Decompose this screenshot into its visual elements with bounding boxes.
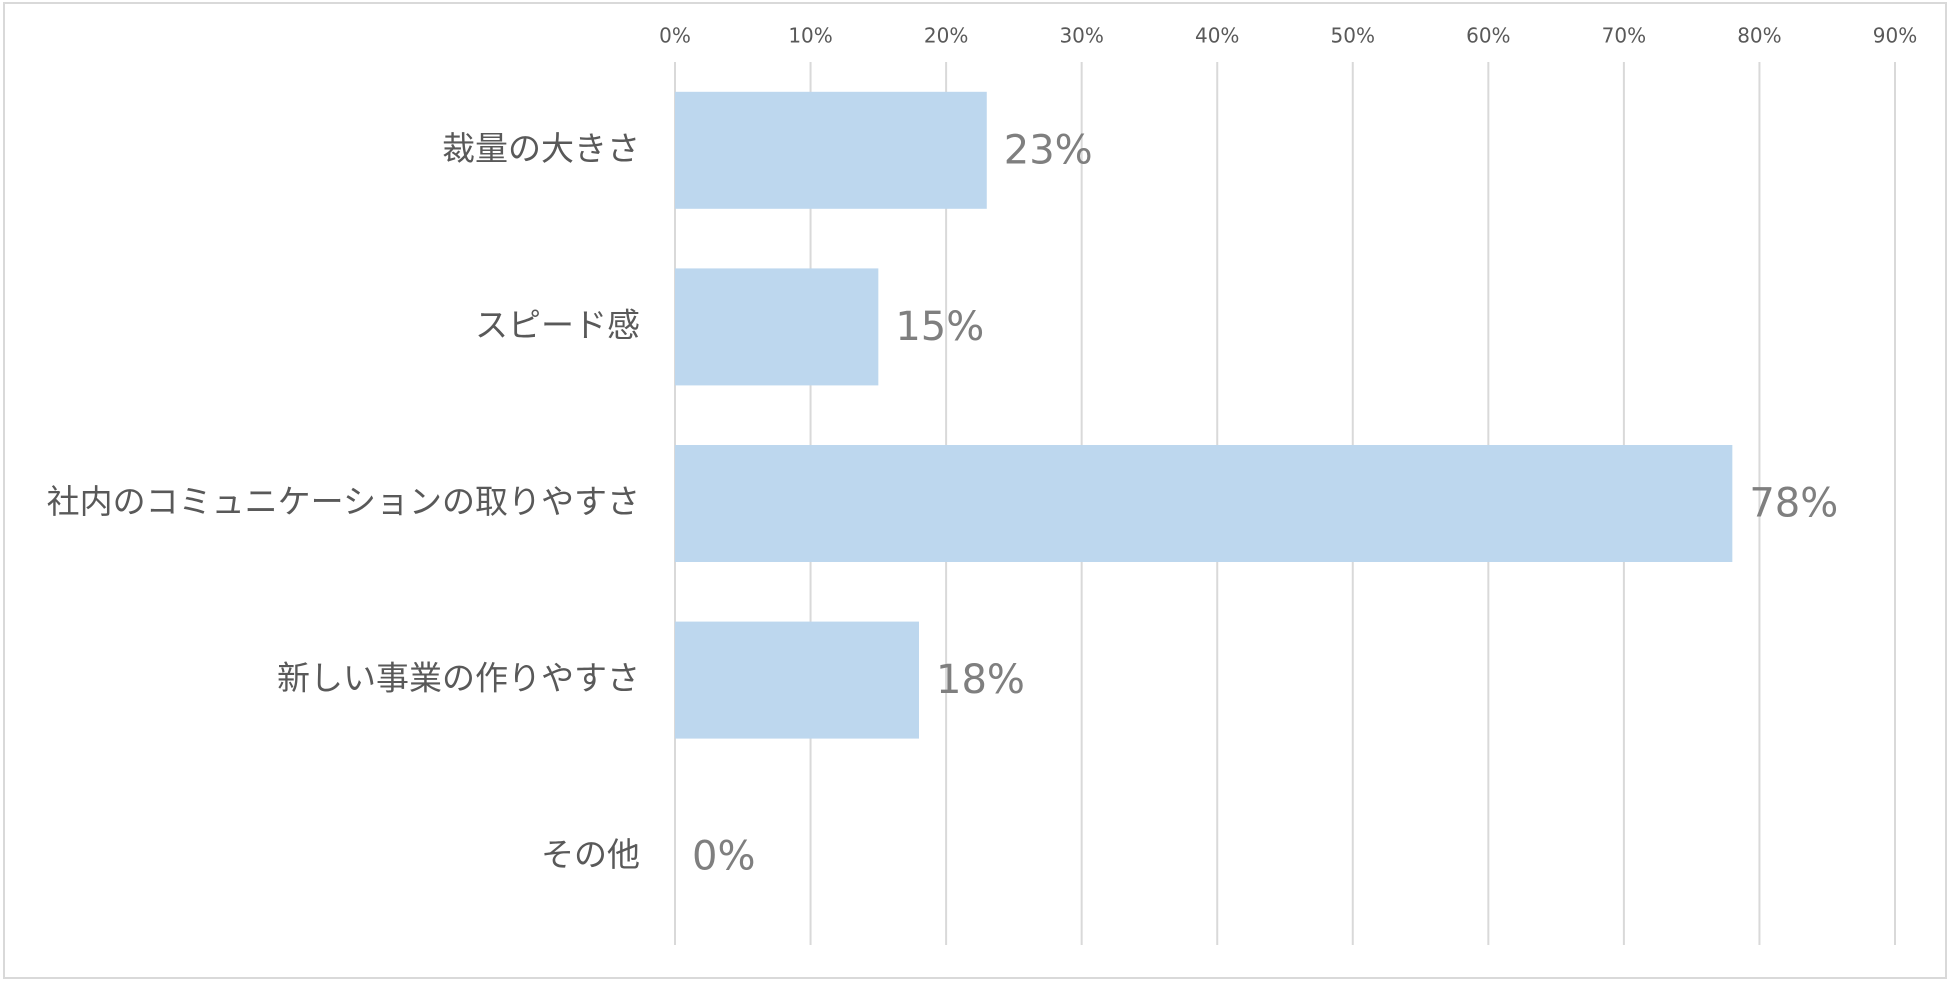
bar (675, 621, 919, 739)
x-tick-label: 20% (924, 24, 968, 48)
data-labels: 23% 15% 78% 18% 0% (692, 127, 1838, 879)
category-label: 社内のコミュニケーションの取りやすさ (47, 482, 640, 521)
data-label: 18% (936, 657, 1025, 703)
x-tick-label: 10% (788, 24, 832, 48)
data-label: 78% (1749, 481, 1838, 527)
x-tick-label: 0% (659, 24, 691, 48)
data-label: 23% (1004, 127, 1093, 173)
gridlines (674, 62, 1896, 945)
data-label: 0% (692, 834, 755, 880)
bar (675, 268, 879, 386)
x-tick-label: 40% (1195, 24, 1239, 48)
x-tick-label: 80% (1737, 24, 1781, 48)
bar (675, 445, 1733, 562)
bars (675, 91, 1733, 739)
category-label: 裁量の大きさ (442, 129, 640, 168)
data-label: 15% (895, 304, 984, 350)
category-label: 新しい事業の作りやすさ (277, 659, 640, 698)
category-label: その他 (541, 835, 640, 874)
x-tick-label: 70% (1602, 24, 1646, 48)
category-label: スピード感 (475, 305, 640, 344)
x-axis-ticks: 0% 10% 20% 30% 40% 50% 60% 70% 80% 90% (659, 24, 1917, 48)
x-tick-label: 60% (1466, 24, 1510, 48)
x-tick-label: 30% (1059, 24, 1103, 48)
bar (675, 91, 987, 209)
x-tick-label: 90% (1873, 24, 1917, 48)
x-tick-label: 50% (1331, 24, 1375, 48)
category-labels: 裁量の大きさスピード感社内のコミュニケーションの取りやすさ新しい事業の作りやすさ… (47, 129, 640, 874)
